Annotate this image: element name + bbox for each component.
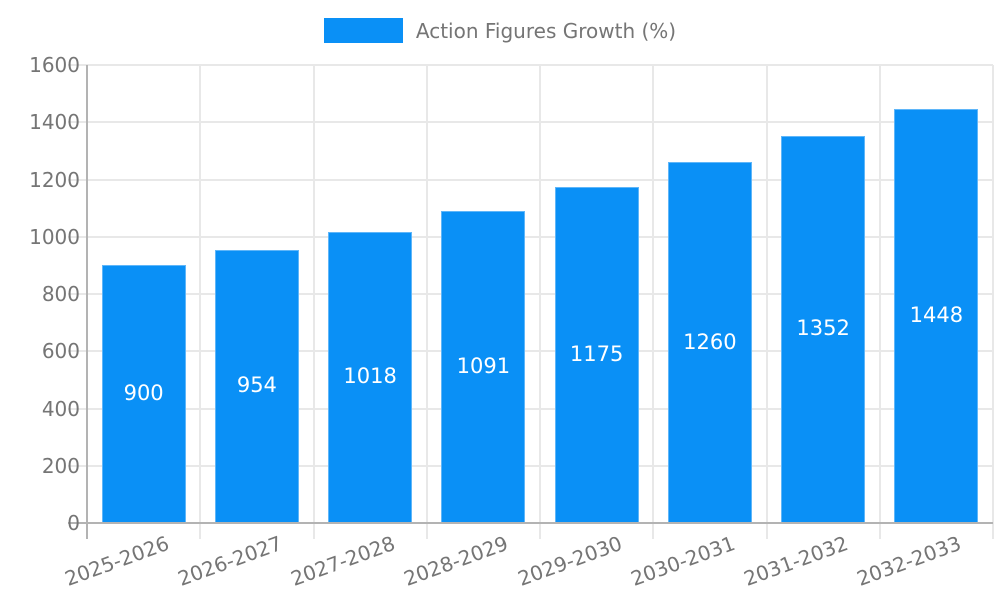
bar-value-label: 1091 [456,353,511,378]
bar[interactable] [667,162,752,523]
y-axis-tick-label: 400 [41,396,80,421]
x-axis-tick-label: 2026-2027 [174,531,286,591]
gridline-vertical [878,65,881,523]
y-axis-tick-label: 200 [41,453,80,478]
gridline-vertical [765,65,768,523]
bar[interactable] [328,231,413,523]
x-axis-tick [312,523,315,539]
x-axis-tick [992,523,994,539]
gridline-vertical [425,65,428,523]
x-axis-tick-label: 2028-2029 [400,531,512,591]
x-axis-tick [199,523,202,539]
x-axis-tick [539,523,541,539]
gridline-vertical [652,65,655,523]
gridline-horizontal [68,464,993,467]
bar-value-label: 1260 [683,329,737,354]
x-axis-tick-label: 2027-2028 [287,531,399,591]
y-axis-tick-label: 1400 [29,110,80,135]
x-axis-tick [878,523,881,539]
bar-value-label: 1352 [796,316,850,341]
x-axis-tick [652,523,655,539]
x-axis-tick-label: 2031-2032 [740,531,852,591]
gridline-horizontal [68,121,993,124]
gridline-vertical [199,65,202,523]
gridline-vertical [312,65,315,523]
y-axis-tick-label: 1600 [29,53,80,77]
legend-swatch [323,18,403,43]
bar-value-label: 1018 [343,364,397,389]
x-axis-tick-label: 2032-2033 [853,531,965,591]
gridline-horizontal [68,64,993,66]
bar[interactable] [554,186,639,523]
bar-value-label: 1175 [569,341,624,366]
bar[interactable] [781,135,866,523]
gridline-horizontal [68,293,993,295]
y-axis-tick-label: 800 [41,282,80,306]
y-axis-line [86,65,88,539]
bar[interactable] [894,108,979,523]
y-axis-tick-label: 1000 [29,224,80,249]
bar[interactable] [441,210,526,523]
y-axis-tick-label: 1200 [29,167,80,192]
gridline-vertical [992,65,994,523]
gridline-horizontal [68,407,993,410]
legend[interactable]: Action Figures Growth (%) [0,18,1000,43]
x-axis-tick [765,523,768,539]
gridline-vertical [539,65,541,523]
bar-value-label: 1448 [909,302,964,327]
legend-label: Action Figures Growth (%) [415,18,677,43]
x-axis-tick-label: 2030-2031 [627,531,739,591]
bar-value-label: 954 [236,373,277,398]
x-axis-tick-label: 2025-2026 [61,531,172,591]
gridline-horizontal [68,178,993,181]
y-axis-tick-label: 0 [67,511,80,535]
gridline-horizontal [68,235,993,238]
gridline-horizontal [68,350,993,353]
x-axis-tick-label: 2029-2030 [514,531,625,591]
bar-value-label: 900 [123,381,164,406]
x-axis-baseline-overlay [87,522,993,524]
y-axis-tick-label: 600 [41,339,80,364]
x-axis-tick [425,523,428,539]
bar[interactable] [214,249,299,523]
